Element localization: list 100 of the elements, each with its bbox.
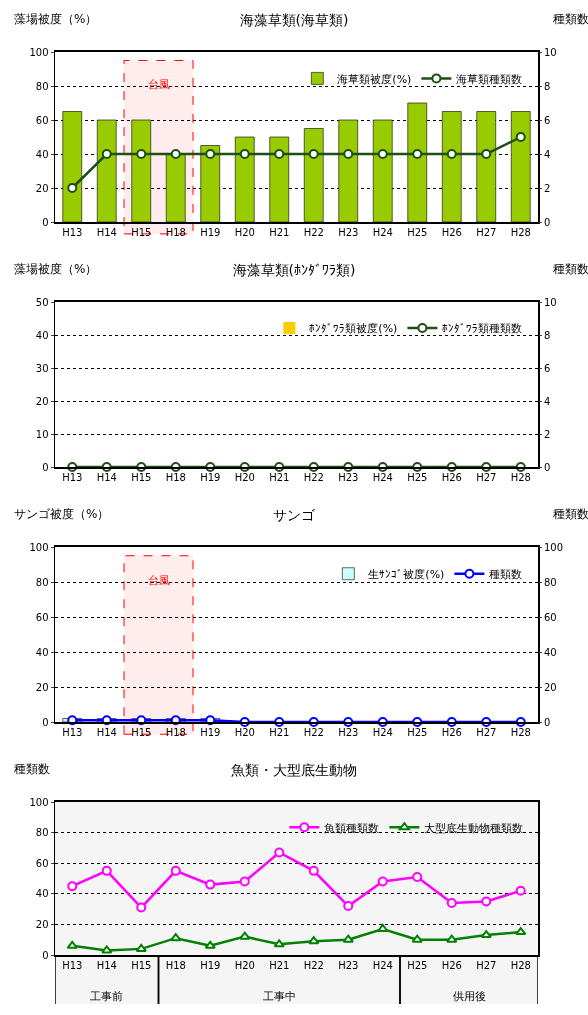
x-tick-label: H13 [62, 960, 83, 971]
y-tick-label: 60 [35, 611, 49, 623]
x-tick-label: H19 [200, 472, 221, 483]
x-tick-label: H20 [234, 960, 255, 971]
x-tick-label: H13 [62, 727, 83, 738]
x-tick-label: H15 [131, 960, 152, 971]
y2-tick-label: 80 [544, 576, 557, 588]
y2-tick-label: 40 [544, 646, 557, 658]
y2-tick-label: 8 [544, 80, 551, 92]
x-tick-label: H23 [338, 472, 359, 483]
y-tick-label: 20 [35, 395, 49, 407]
band-label: 台風 [148, 78, 170, 91]
y-tick-label: 50 [35, 296, 49, 308]
x-tick-label: H21 [269, 727, 290, 738]
x-tick-label: H13 [62, 227, 83, 238]
y2-tick-label: 4 [544, 395, 551, 407]
x-tick-label: H25 [407, 472, 428, 483]
x-tick-label: H23 [338, 227, 359, 238]
x-tick-label: H27 [476, 960, 497, 971]
x-tick-label: H15 [131, 227, 152, 238]
y2-tick-label: 10 [544, 296, 557, 308]
x-tick-label: H26 [441, 727, 462, 738]
y-tick-label: 80 [35, 827, 49, 839]
legend-label: 海草類種類数 [456, 72, 523, 86]
y-tick-label: 60 [35, 857, 49, 869]
y-tick-label: 20 [35, 182, 49, 194]
x-tick-label: H20 [234, 472, 255, 483]
chart-title: 海藻草類(ﾎﾝﾀﾞﾜﾗ類) [232, 261, 356, 278]
y2-tick-label: 0 [544, 216, 551, 228]
y-tick-label: 20 [35, 918, 49, 930]
legend-label: 種類数 [489, 568, 523, 582]
x-tick-label: H24 [372, 472, 393, 483]
y-tick-label: 0 [42, 216, 49, 228]
y-axis-title: 種類数 [14, 762, 50, 776]
y-axis-title: 藻場被度（%） [14, 262, 98, 276]
x-tick-label: H14 [96, 960, 117, 971]
y-tick-label: 40 [35, 888, 49, 900]
legend-label: 生ｻﾝｺﾞ被度(%) [368, 568, 445, 582]
x-tick-label: H18 [165, 472, 186, 483]
y2-axis-title: 種類数 [553, 12, 588, 26]
y-tick-label: 40 [35, 329, 49, 341]
x-tick-label: H22 [303, 960, 324, 971]
band-label: 台風 [148, 574, 170, 587]
chart-title: 海藻草類(海草類) [239, 11, 349, 28]
y-tick-label: 20 [35, 681, 49, 693]
x-tick-label: H22 [303, 227, 324, 238]
x-tick-label: H20 [234, 227, 255, 238]
y2-tick-label: 4 [544, 148, 551, 160]
y2-tick-label: 2 [544, 428, 551, 440]
x-tick-label: H27 [476, 472, 497, 483]
band-label: 工事前 [90, 990, 123, 1003]
y2-tick-label: 6 [544, 114, 551, 126]
x-tick-label: H24 [372, 727, 393, 738]
x-tick-label: H25 [407, 727, 428, 738]
y-tick-label: 0 [42, 949, 49, 961]
y2-tick-label: 20 [544, 681, 557, 693]
y-tick-label: 40 [35, 148, 49, 160]
x-tick-label: H26 [441, 472, 462, 483]
x-tick-label: H28 [510, 472, 531, 483]
x-tick-label: H27 [476, 727, 497, 738]
x-tick-label: H14 [96, 227, 117, 238]
x-tick-label: H24 [372, 960, 393, 971]
x-tick-label: H21 [269, 227, 290, 238]
x-tick-label: H14 [96, 472, 117, 483]
x-tick-label: H23 [338, 727, 359, 738]
x-tick-label: H18 [165, 727, 186, 738]
x-tick-label: H26 [441, 960, 462, 971]
y2-tick-label: 2 [544, 182, 551, 194]
x-tick-label: H19 [200, 727, 221, 738]
x-tick-label: H25 [407, 227, 428, 238]
y-tick-label: 10 [35, 428, 49, 440]
y-axis-title: 藻場被度（%） [14, 12, 98, 26]
legend-label: ﾎﾝﾀﾞﾜﾗ類種類数 [442, 322, 523, 336]
y2-tick-label: 0 [544, 716, 551, 728]
y-tick-label: 80 [35, 576, 49, 588]
y-tick-label: 100 [29, 46, 49, 58]
y2-tick-label: 10 [544, 46, 557, 58]
x-tick-label: H28 [510, 227, 531, 238]
y-tick-label: 100 [29, 796, 49, 808]
y2-axis-title: 種類数 [553, 262, 588, 276]
x-tick-label: H13 [62, 472, 83, 483]
legend-label: ﾎﾝﾀﾞﾜﾗ類被度(%) [309, 322, 398, 336]
x-tick-label: H26 [441, 227, 462, 238]
x-tick-label: H28 [510, 960, 531, 971]
y-tick-label: 60 [35, 114, 49, 126]
x-tick-label: H19 [200, 227, 221, 238]
y-tick-label: 80 [35, 80, 49, 92]
x-tick-label: H27 [476, 227, 497, 238]
x-tick-label: H20 [234, 727, 255, 738]
legend-label: 海草類被度(%) [337, 72, 412, 86]
y-tick-label: 0 [42, 461, 49, 473]
y2-tick-label: 6 [544, 362, 551, 374]
y2-tick-label: 60 [544, 611, 557, 623]
x-tick-label: H22 [303, 472, 324, 483]
x-tick-label: H24 [372, 227, 393, 238]
x-tick-label: H21 [269, 472, 290, 483]
x-tick-label: H25 [407, 960, 428, 971]
x-tick-label: H19 [200, 960, 221, 971]
x-tick-label: H28 [510, 727, 531, 738]
y-tick-label: 100 [29, 541, 49, 553]
